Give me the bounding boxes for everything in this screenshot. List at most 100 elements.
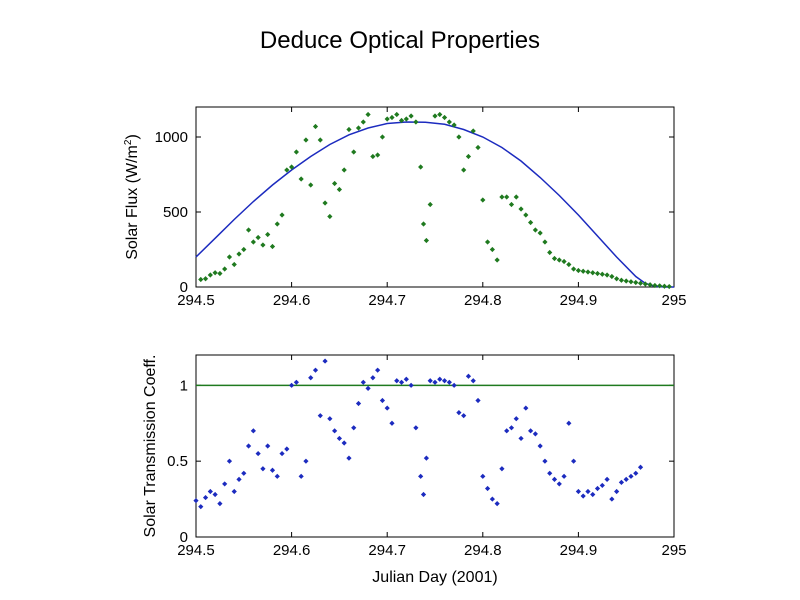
transmission-data-point (274, 473, 280, 479)
solar-flux-data-point (532, 227, 538, 233)
transmission-data-point (451, 382, 457, 388)
solar-flux-ylabel: Solar Flux (W/m2) (123, 134, 141, 260)
solar-flux-data-point (384, 116, 390, 122)
solar-flux-data-point (609, 273, 615, 280)
transmission-data-point (537, 443, 543, 449)
solar-flux-data-point (580, 268, 586, 274)
solar-flux-data-point (322, 200, 328, 206)
solar-flux-data-point (332, 180, 338, 187)
solar-flux-data-point (351, 149, 357, 155)
solar-flux-data-point (470, 128, 476, 134)
transmission-data-point (370, 375, 376, 381)
solar-flux-data-point (652, 282, 658, 289)
transmission-data-point (420, 491, 427, 498)
solar-flux-xtick-label: 294.9 (560, 292, 598, 309)
solar-flux-data-point (398, 117, 405, 124)
solar-flux-data-point (289, 164, 295, 170)
solar-flux-data-point (226, 254, 233, 260)
transmission-data-point (255, 450, 261, 457)
solar-flux-ticks: 294.5 294.6 294.7 294.8 294.9 295 0 500 1000 (155, 107, 687, 309)
transmission-data-point (518, 435, 524, 442)
solar-flux-data-point (571, 266, 577, 272)
transmission-data-point (332, 428, 338, 434)
solar-flux-ytick-label: 0 (180, 279, 188, 296)
solar-flux-data-point (413, 119, 419, 125)
transmission-data-point (265, 443, 271, 449)
transmission-data-point (423, 455, 429, 461)
solar-flux-ytick-label: 1000 (155, 129, 188, 146)
transmission-data-point (198, 504, 204, 510)
solar-flux-data-point (642, 281, 648, 287)
transmission-data-point (432, 379, 438, 385)
solar-flux-data-point (198, 276, 204, 283)
transmission-ytick-label: 0.5 (167, 453, 188, 470)
solar-flux-data-point (336, 186, 342, 193)
transmission-data-point (585, 488, 591, 495)
solar-flux-data-point (360, 119, 366, 125)
solar-flux-data-point (403, 116, 409, 122)
transmission-data-point (384, 405, 390, 411)
transmission-data-point (604, 476, 610, 482)
solar-flux-xtick-label: 294.8 (464, 292, 502, 309)
transmission-data-point (312, 367, 319, 373)
solar-flux-data-point (236, 251, 242, 257)
transmission-axes-box (195, 354, 675, 538)
solar-flux-data-point (484, 239, 491, 245)
solar-flux-data-point (231, 261, 237, 268)
solar-flux-axes-box (195, 106, 675, 288)
solar-flux-data-point (623, 278, 629, 284)
solar-flux-data-point (284, 167, 290, 173)
transmission-data-point (269, 467, 276, 473)
transmission-data-point (394, 378, 400, 384)
solar-flux-data-point (528, 219, 534, 226)
transmission-data-point (504, 428, 510, 434)
transmission-data-point (633, 470, 639, 476)
transmission-data-point (398, 379, 405, 385)
solar-flux-data-point (575, 267, 581, 274)
solar-flux-xtick-label: 295 (661, 292, 686, 309)
transmission-data-point (365, 385, 371, 391)
solar-flux-data-point (628, 279, 634, 285)
solar-flux-data-point (647, 282, 653, 288)
transmission-data-point (222, 481, 228, 487)
solar-flux-data-point (441, 114, 448, 121)
transmission-data-point (499, 466, 505, 472)
transmission-data-point (480, 473, 486, 479)
solar-flux-data-point (269, 243, 276, 250)
solar-flux-data-point (312, 123, 319, 130)
solar-flux-data-point (260, 242, 266, 248)
transmission-data-point (403, 376, 409, 382)
solar-flux-data-point (370, 153, 376, 160)
solar-flux-data-point (537, 230, 543, 236)
transmission-data-point (513, 416, 519, 422)
solar-flux-data-point (389, 114, 395, 121)
transmission-data-point (413, 425, 419, 431)
transmission-data-point (289, 382, 295, 388)
transmission-xtick-label: 294.9 (560, 542, 598, 559)
transmission-data-point (571, 458, 577, 464)
solar-flux-data-point (427, 201, 433, 208)
transmission-data-point (456, 410, 462, 416)
solar-flux-data-point (614, 276, 620, 282)
transmission-data-point (566, 420, 572, 426)
solar-flux-data-point (423, 237, 429, 244)
solar-flux-data-point (379, 134, 386, 140)
transmission-xtick-label: 294.5 (177, 542, 215, 559)
transmission-data-point (308, 375, 314, 381)
solar-flux-data-point (317, 137, 323, 143)
figure-title: Deduce Optical Properties (260, 27, 540, 54)
solar-flux-data-point (212, 270, 218, 276)
transmission-data-point (379, 397, 386, 404)
solar-flux-data-point (375, 152, 381, 158)
transmission-data-point (207, 488, 213, 495)
solar-flux-data-point (346, 126, 352, 133)
transmission-data-point (446, 379, 452, 385)
transmission-data-point (202, 494, 209, 501)
solar-flux-data-point (245, 227, 252, 233)
transmission-data-point (346, 455, 352, 461)
solar-flux-observed-points (198, 111, 672, 290)
solar-flux-data-point (637, 280, 644, 286)
solar-flux-data-point (594, 270, 601, 277)
solar-flux-data-point (508, 201, 515, 208)
solar-flux-data-point (394, 111, 400, 118)
